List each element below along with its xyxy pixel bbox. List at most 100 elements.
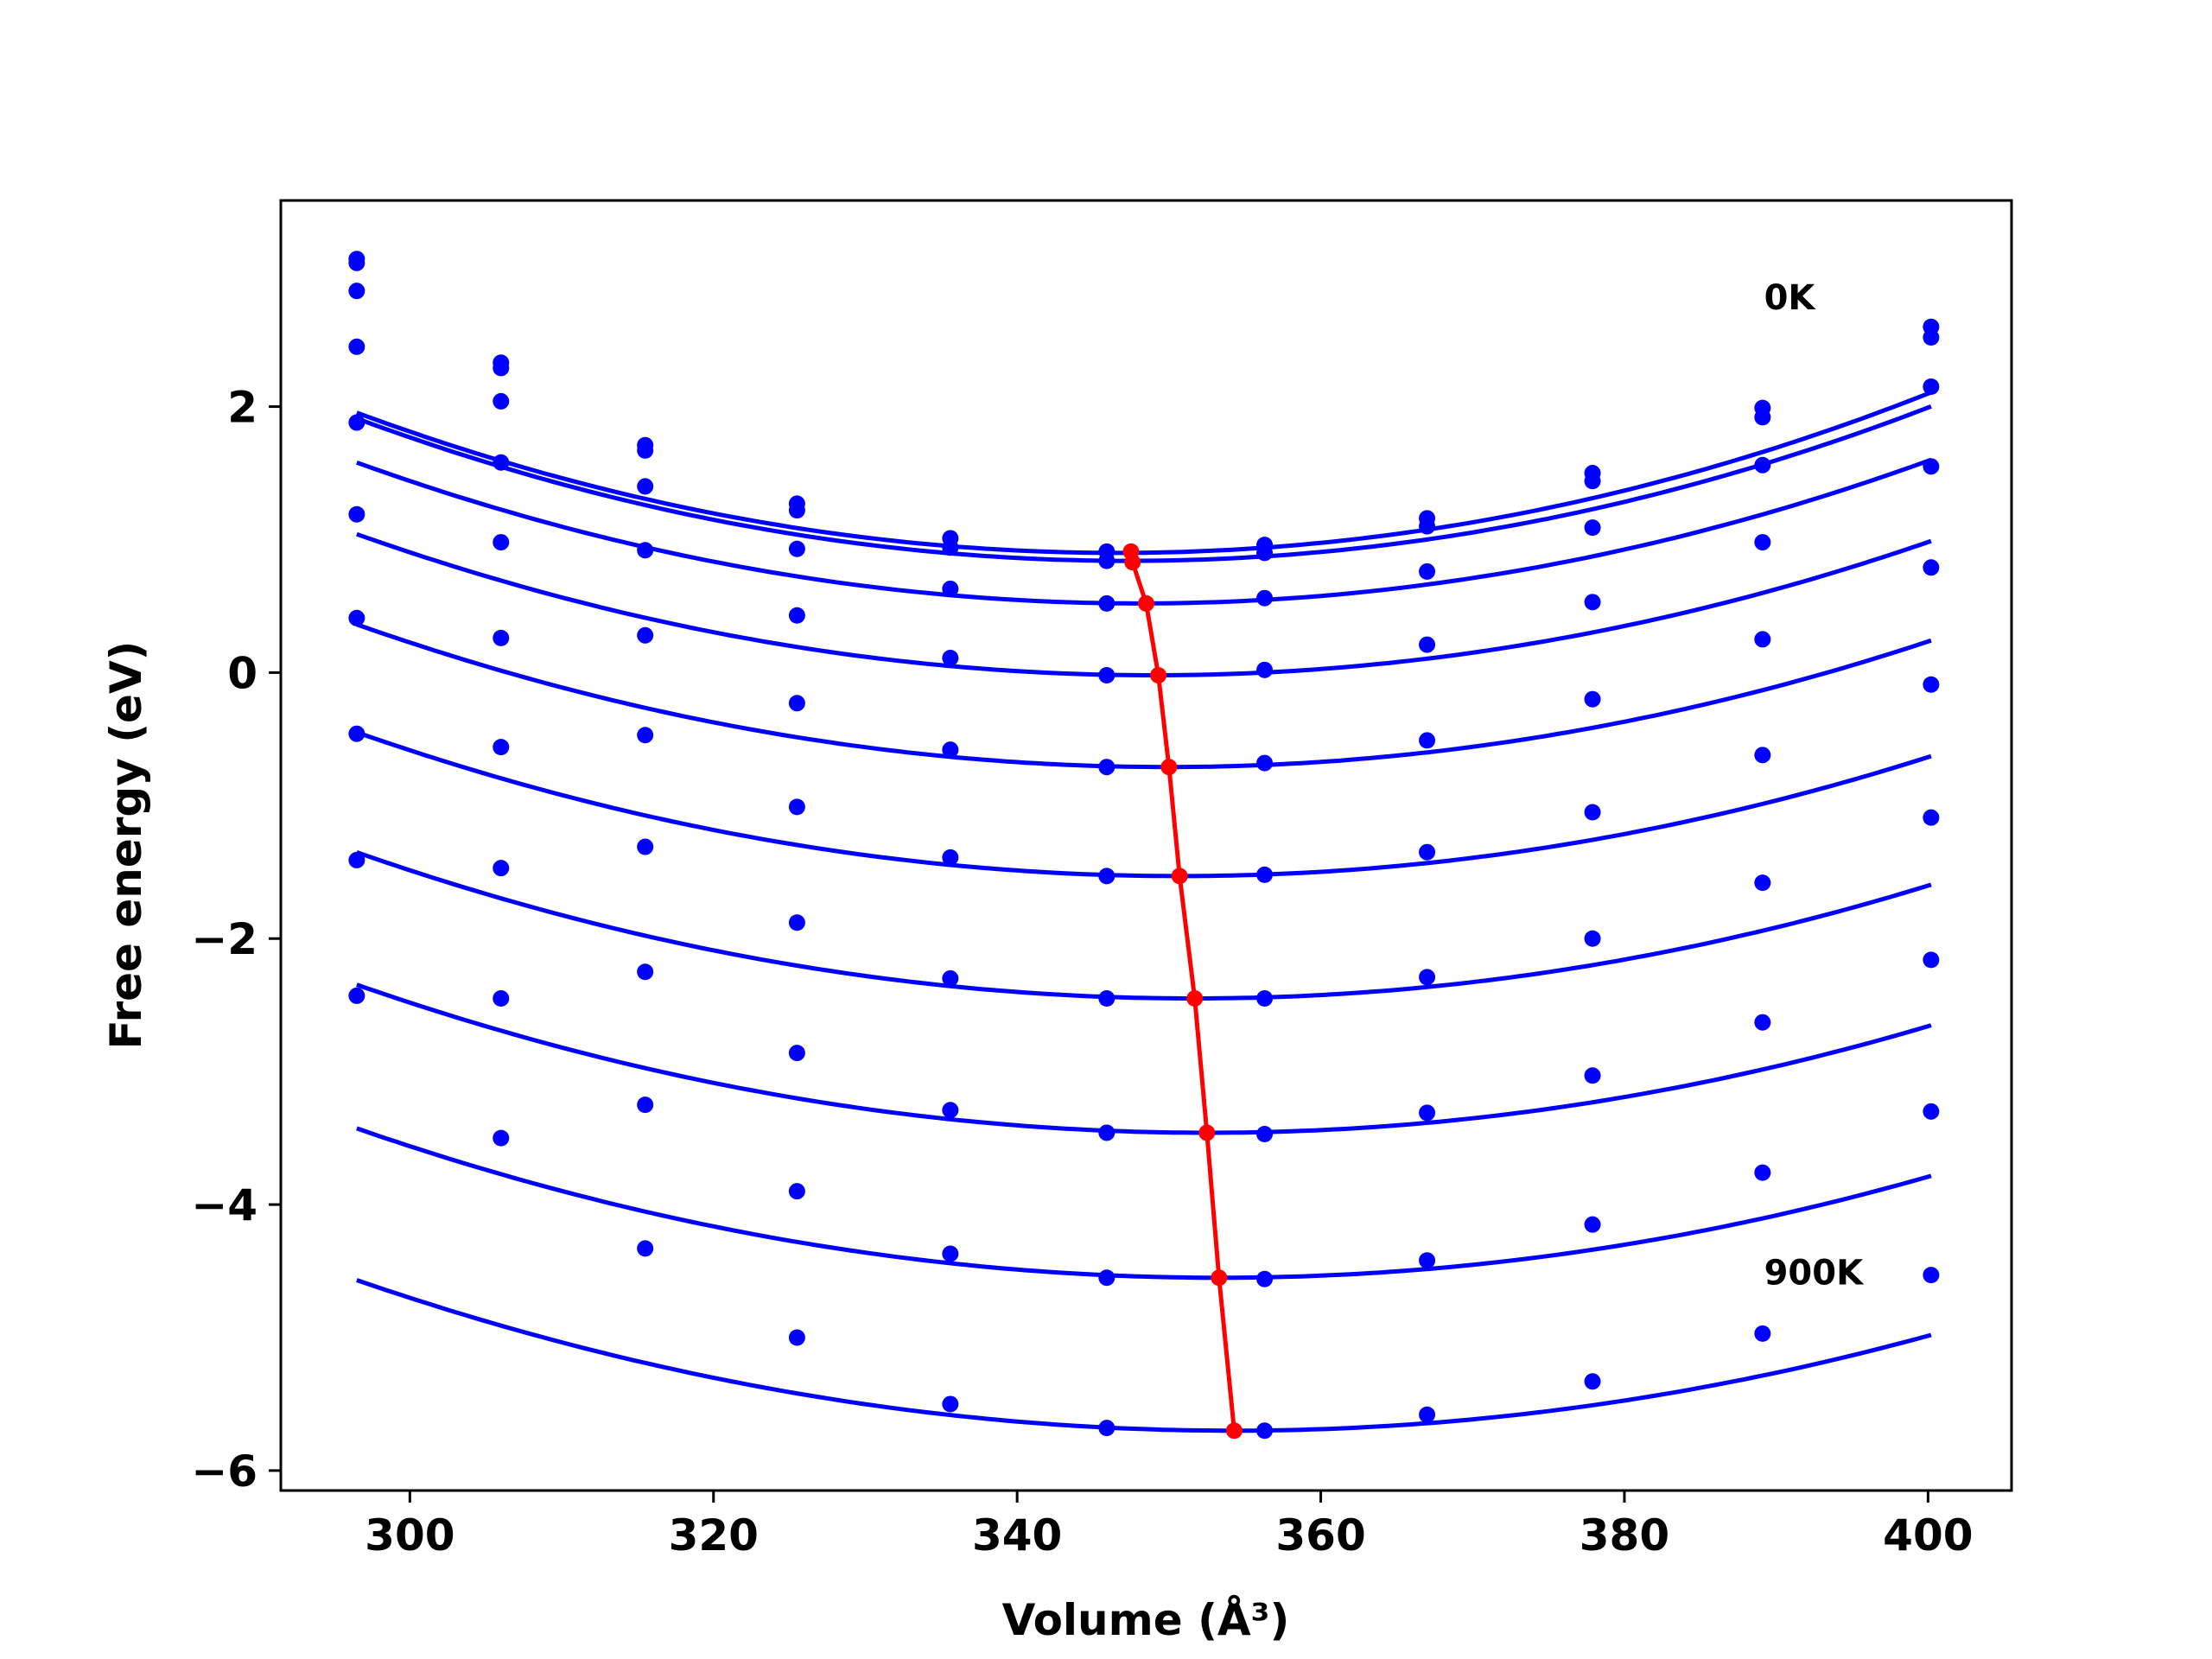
- minimum-point-3: [1150, 666, 1167, 683]
- data-point-1-1: [493, 359, 510, 377]
- data-point-2-9: [1754, 456, 1771, 474]
- data-point-4-5: [1098, 759, 1116, 776]
- curve-5: [356, 730, 1932, 879]
- data-point-8-2: [637, 1096, 654, 1114]
- data-point-6-5: [1098, 990, 1116, 1007]
- data-point-5-4: [942, 849, 959, 866]
- y-tick-label-0: 2: [227, 383, 257, 433]
- x-axis-title: Volume (Å³): [1002, 1594, 1290, 1645]
- data-point-6-9: [1754, 874, 1771, 892]
- data-point-9-0: [348, 987, 365, 1004]
- data-point-4-4: [942, 741, 959, 759]
- data-point-3-7: [1419, 636, 1436, 653]
- data-point-1-6: [1256, 544, 1274, 562]
- data-point-7-0: [348, 725, 365, 742]
- data-point-1-5: [1098, 552, 1116, 569]
- data-point-9-4: [942, 1395, 959, 1413]
- minimum-point-2: [1138, 594, 1154, 612]
- data-point-5-1: [493, 629, 510, 646]
- minimum-point-7: [1198, 1124, 1216, 1141]
- data-point-6-10: [1923, 809, 1940, 826]
- data-point-5-5: [1098, 868, 1116, 885]
- data-point-7-1: [493, 860, 510, 877]
- y-tick-label-2: −2: [191, 914, 257, 964]
- data-point-7-5: [1098, 1124, 1116, 1141]
- curve-7: [356, 982, 1932, 1135]
- annotation-1: 900K: [1764, 1253, 1865, 1293]
- data-point-2-6: [1256, 589, 1274, 607]
- data-point-6-3: [788, 914, 805, 931]
- data-point-8-8: [1584, 1216, 1601, 1233]
- data-point-3-2: [637, 542, 654, 559]
- data-point-5-0: [348, 505, 365, 523]
- data-point-4-6: [1256, 754, 1274, 772]
- data-point-3-6: [1256, 661, 1274, 678]
- data-point-3-10: [1923, 458, 1940, 475]
- curve-8: [356, 1126, 1932, 1281]
- data-point-8-0: [348, 851, 365, 868]
- y-tick-label-4: −6: [191, 1446, 257, 1497]
- data-point-8-10: [1923, 1103, 1940, 1120]
- curve-6: [356, 849, 1932, 1001]
- minimum-point-4: [1160, 759, 1178, 776]
- annotation-0: 0K: [1764, 278, 1817, 318]
- y-axis-title: Free energy (eV): [101, 640, 151, 1049]
- data-point-3-9: [1754, 534, 1771, 551]
- data-point-9-2: [637, 1240, 654, 1257]
- data-point-4-7: [1419, 732, 1436, 749]
- data-point-2-2: [637, 478, 654, 495]
- data-point-8-4: [942, 1245, 959, 1262]
- x-tick-label-5: 400: [1883, 1510, 1973, 1560]
- data-point-9-1: [493, 1129, 510, 1147]
- data-point-4-0: [348, 414, 365, 431]
- x-axis-ticks: 300 320 340 360 380 400: [365, 1491, 1974, 1560]
- data-point-1-8: [1584, 473, 1601, 490]
- data-point-4-2: [637, 626, 654, 644]
- data-point-8-6: [1256, 1270, 1274, 1287]
- data-point-5-2: [637, 727, 654, 744]
- x-tick-label-3: 360: [1275, 1510, 1365, 1560]
- data-point-5-9: [1754, 747, 1771, 764]
- minima-path: [1128, 550, 1236, 1431]
- annotations: 0K 900K: [1764, 278, 1865, 1293]
- data-point-2-10: [1923, 378, 1940, 395]
- data-point-1-9: [1754, 409, 1771, 426]
- data-point-2-0: [348, 283, 365, 300]
- minimum-point-8: [1211, 1269, 1228, 1287]
- data-point-7-10: [1923, 951, 1940, 969]
- curve-0: [356, 390, 1932, 556]
- data-point-8-7: [1419, 1252, 1436, 1269]
- minimum-point-9: [1225, 1422, 1243, 1440]
- data-point-1-4: [942, 539, 959, 556]
- data-point-1-2: [637, 442, 654, 459]
- data-point-1-7: [1419, 518, 1436, 535]
- data-point-2-4: [942, 580, 959, 597]
- x-tick-label-1: 320: [669, 1510, 759, 1560]
- data-point-2-3: [788, 540, 805, 557]
- data-point-6-6: [1256, 990, 1274, 1007]
- data-point-6-2: [637, 838, 654, 855]
- data-point-2-7: [1419, 563, 1436, 580]
- minimum-point-5: [1171, 868, 1188, 885]
- data-point-9-3: [788, 1329, 805, 1346]
- data-point-5-3: [788, 798, 805, 816]
- data-point-8-1: [493, 990, 510, 1007]
- data-point-4-1: [493, 534, 510, 551]
- data-point-6-0: [348, 609, 365, 626]
- data-point-3-5: [1098, 666, 1116, 683]
- data-point-5-10: [1923, 676, 1940, 693]
- data-point-3-8: [1584, 594, 1601, 611]
- data-point-1-0: [348, 254, 365, 271]
- data-point-1-10: [1923, 329, 1940, 346]
- curve-9: [356, 1278, 1932, 1433]
- x-tick-label-0: 300: [365, 1510, 454, 1560]
- data-point-6-4: [942, 969, 959, 987]
- x-tick-label-4: 380: [1580, 1510, 1669, 1560]
- minimum-point-6: [1186, 990, 1204, 1007]
- data-point-3-4: [942, 649, 959, 666]
- data-point-5-6: [1256, 866, 1274, 883]
- data-point-2-5: [1098, 594, 1116, 612]
- data-point-3-3: [788, 607, 805, 624]
